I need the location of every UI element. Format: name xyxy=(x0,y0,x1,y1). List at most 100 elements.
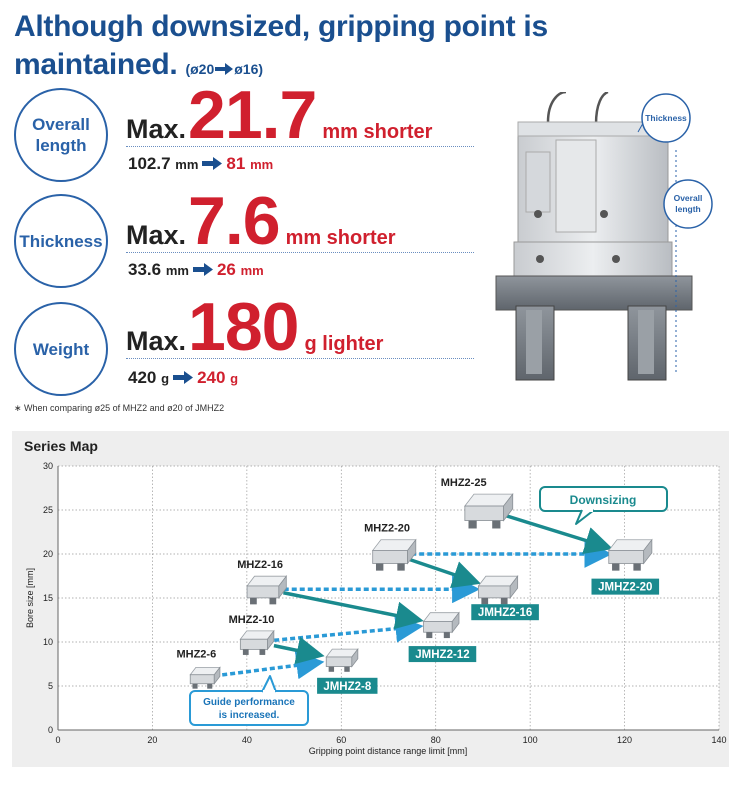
overall-length-headline: Max.21.7 mm shorter xyxy=(126,76,432,154)
chart-title: Series Map xyxy=(24,438,98,454)
x-tick-label: 140 xyxy=(711,735,726,745)
divider xyxy=(126,252,474,253)
thickness-headline: Max.7.6 mm shorter xyxy=(126,182,396,260)
to-value: 240 xyxy=(197,368,226,387)
mhz2-label: MHZ2-20 xyxy=(364,523,410,535)
guide-performance-callout: Guide performance is increased. xyxy=(189,675,309,726)
mhz2-label: MHZ2-10 xyxy=(229,614,275,626)
thickness-callout xyxy=(641,93,691,143)
to-unit: mm xyxy=(250,157,274,172)
jmhz2-label-box xyxy=(317,677,378,694)
data-points xyxy=(189,492,653,689)
to-value: 26 xyxy=(216,260,236,279)
mhz2-point xyxy=(371,538,417,571)
divider xyxy=(126,358,474,359)
mhz2-point xyxy=(189,666,221,689)
thickness-comparison: 33.6 mm 26 mm xyxy=(128,260,264,280)
x-tick-label: 40 xyxy=(242,735,252,745)
headline-subtitle: (ø20 ø16) xyxy=(185,61,264,77)
x-tick-label: 120 xyxy=(617,735,632,745)
y-tick-label: 10 xyxy=(43,637,53,647)
from-value: 420 xyxy=(128,368,157,387)
mhz2-label: MHZ2-16 xyxy=(237,559,283,571)
mhz2-point xyxy=(246,575,288,605)
reduction-value: 7.6 xyxy=(188,183,281,259)
badge-label-line1: Weight xyxy=(32,339,90,359)
downsizing-arrow xyxy=(504,513,614,555)
guide-text-line2: is increased. xyxy=(219,710,280,721)
mhz2-point xyxy=(239,629,275,655)
max-prefix: Max. xyxy=(126,326,187,356)
overall-length-comparison: 102.7 mm 81 mm xyxy=(128,154,273,174)
right-arrow-icon xyxy=(215,63,234,75)
right-arrow-icon xyxy=(202,157,223,170)
to-unit: g xyxy=(230,371,239,386)
footnote-text: When comparing ø25 of MHZ2 and ø20 of JM… xyxy=(24,403,225,413)
from-unit: g xyxy=(161,371,170,386)
sub-from: ø20 xyxy=(190,61,215,77)
jmhz2-point xyxy=(325,647,359,672)
reduction-value: 21.7 xyxy=(188,77,317,153)
to-value: 81 xyxy=(226,154,246,173)
badge-label-line1: Overall xyxy=(32,115,90,134)
from-unit: mm xyxy=(175,157,199,172)
mhz2-point xyxy=(464,492,514,529)
weight-headline: Max.180 g lighter xyxy=(126,288,383,366)
weight-comparison: 420 g 240 g xyxy=(128,368,238,388)
headline-line2: maintained. (ø20 ø16) xyxy=(14,46,614,88)
badge-label-line2: length xyxy=(35,136,87,155)
jmhz2-label: JMHZ2-20 xyxy=(598,582,652,594)
mhz2-label: MHZ2-25 xyxy=(441,477,487,489)
reduction-unit: g lighter xyxy=(304,333,384,355)
reduction-unit: mm shorter xyxy=(322,121,433,143)
y-axis-label: Bore size [mm] xyxy=(25,568,35,628)
y-tick-label: 20 xyxy=(43,549,53,559)
headline-line2-text: maintained. xyxy=(14,48,178,81)
reduction-unit: mm shorter xyxy=(285,227,396,249)
jmhz2-point xyxy=(477,575,519,605)
headline: Although downsized, gripping point is ma… xyxy=(14,8,614,88)
jmhz2-label-box xyxy=(408,646,477,663)
overall-length-callout xyxy=(663,179,713,229)
thickness-callout-text: Thickness xyxy=(645,113,687,123)
jmhz2-point xyxy=(607,538,653,571)
jmhz2-label-box xyxy=(471,604,539,621)
y-tick-label: 15 xyxy=(43,593,53,603)
right-arrow-icon xyxy=(173,371,194,384)
overall-length-callout-line1: Overall xyxy=(674,193,703,203)
downsizing-arrow xyxy=(409,558,481,589)
x-tick-label: 20 xyxy=(147,735,157,745)
jmhz2-label-box xyxy=(591,578,660,595)
x-tick-label: 100 xyxy=(523,735,538,745)
sub-to: ø16 xyxy=(234,61,259,77)
x-tick-label: 60 xyxy=(336,735,346,745)
to-unit: mm xyxy=(240,263,264,278)
y-tick-label: 5 xyxy=(48,681,53,691)
from-unit: mm xyxy=(165,263,189,278)
jmhz2-label: JMHZ2-8 xyxy=(323,681,372,693)
footnote: ∗ When comparing ø25 of MHZ2 and ø20 of … xyxy=(14,403,225,413)
guide-text-line1: Guide performance xyxy=(203,697,295,708)
y-tick-label: 0 xyxy=(48,725,53,735)
overall-length-badge: Overall length xyxy=(14,88,108,182)
jmhz2-point xyxy=(422,611,460,639)
point-labels: MHZ2-6 MHZ2-10 MHZ2-16 MHZ2-20 MHZ2-25 JMHZ2-… xyxy=(176,477,660,694)
downsizing-arrow xyxy=(283,591,424,630)
guide-arrow xyxy=(221,651,325,680)
downsizing-arrow xyxy=(273,636,325,665)
from-value: 33.6 xyxy=(128,260,162,279)
x-tick-label: 80 xyxy=(431,735,441,745)
from-value: 102.7 xyxy=(128,154,171,173)
downsizing-text: Downsizing xyxy=(570,493,637,507)
y-tick-label: 25 xyxy=(43,505,53,515)
downsizing-callout: Downsizing xyxy=(539,486,668,525)
thickness-badge: Thickness xyxy=(14,194,108,288)
divider xyxy=(126,146,474,147)
connectors xyxy=(221,513,614,680)
badge-label-line1: Thickness xyxy=(19,231,103,251)
x-axis-label: Gripping point distance range limit [mm] xyxy=(309,746,468,756)
headline-line1: Although downsized, gripping point is xyxy=(14,10,548,43)
mhz2-label: MHZ2-6 xyxy=(176,648,216,660)
max-prefix: Max. xyxy=(126,220,187,250)
